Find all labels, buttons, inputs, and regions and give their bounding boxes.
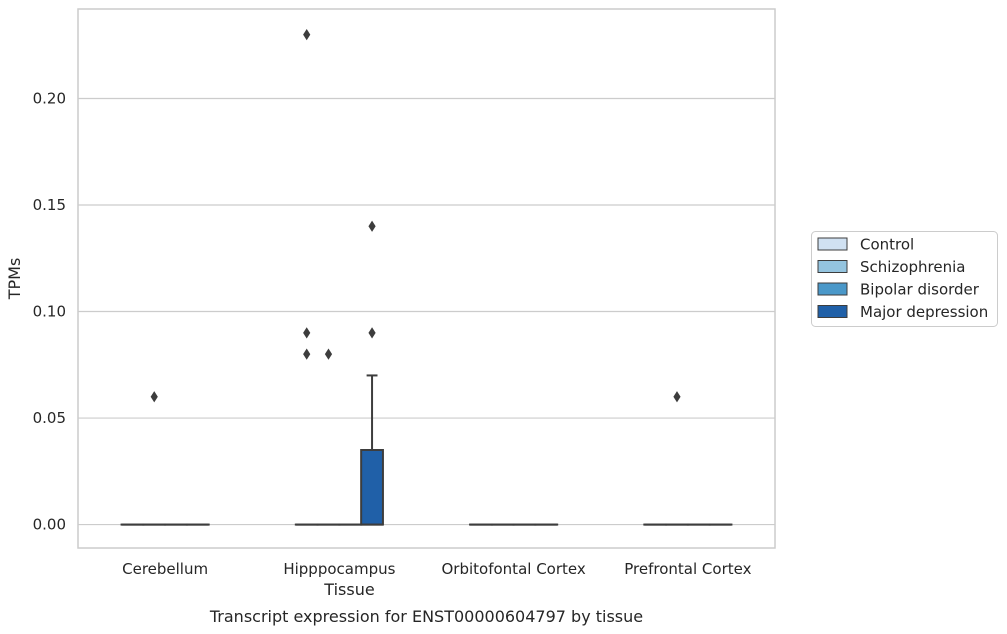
y-tick-label: 0.00 xyxy=(33,516,66,534)
outlier-point xyxy=(368,327,376,339)
legend-label: Control xyxy=(860,236,914,254)
y-tick-label: 0.05 xyxy=(33,409,66,427)
legend: Control Schizophrenia Bipolar disorder Majo… xyxy=(811,231,998,327)
outlier-point xyxy=(303,327,311,339)
y-tick-labels: 0.00 0.05 0.10 0.15 0.20 xyxy=(33,89,66,533)
legend-label: Major depression xyxy=(860,303,988,321)
x-tick-label: Hipppocampus xyxy=(283,560,395,578)
x-tick-labels: Cerebellum Hipppocampus Orbitofontal Corte… xyxy=(122,560,751,578)
x-tick-label: Prefrontal Cortex xyxy=(624,560,751,578)
outlier-point xyxy=(324,348,333,360)
outlier-point xyxy=(368,220,376,232)
legend-frame xyxy=(811,231,998,327)
chart-caption: Transcript expression for ENST0000060479… xyxy=(209,607,643,626)
legend-label: Bipolar disorder xyxy=(860,281,980,299)
legend-swatch xyxy=(817,237,848,251)
outlier-point xyxy=(303,348,311,360)
legend-swatch xyxy=(817,282,848,296)
y-tick-label: 0.20 xyxy=(33,89,66,107)
y-tick-label: 0.10 xyxy=(33,303,66,321)
x-axis-label: Tissue xyxy=(323,580,374,599)
outlier-point xyxy=(150,391,158,403)
box-group xyxy=(360,220,384,526)
outlier-point xyxy=(673,391,681,403)
outlier-point xyxy=(303,28,311,41)
y-tick-label: 0.15 xyxy=(33,196,66,214)
box-marks xyxy=(120,28,733,526)
legend-label: Schizophrenia xyxy=(860,258,965,276)
x-tick-label: Orbitofontal Cortex xyxy=(442,560,586,578)
y-axis-label: TPMs xyxy=(5,258,24,301)
box-group xyxy=(665,391,689,526)
legend-swatch xyxy=(817,305,848,318)
box-group xyxy=(142,391,167,526)
box-group xyxy=(316,348,341,526)
legend-swatch xyxy=(817,260,848,273)
grid-lines xyxy=(78,97,775,526)
plot-area xyxy=(77,8,776,549)
box xyxy=(360,449,384,526)
x-tick-label: Cerebellum xyxy=(122,560,208,578)
box-group xyxy=(294,28,319,526)
